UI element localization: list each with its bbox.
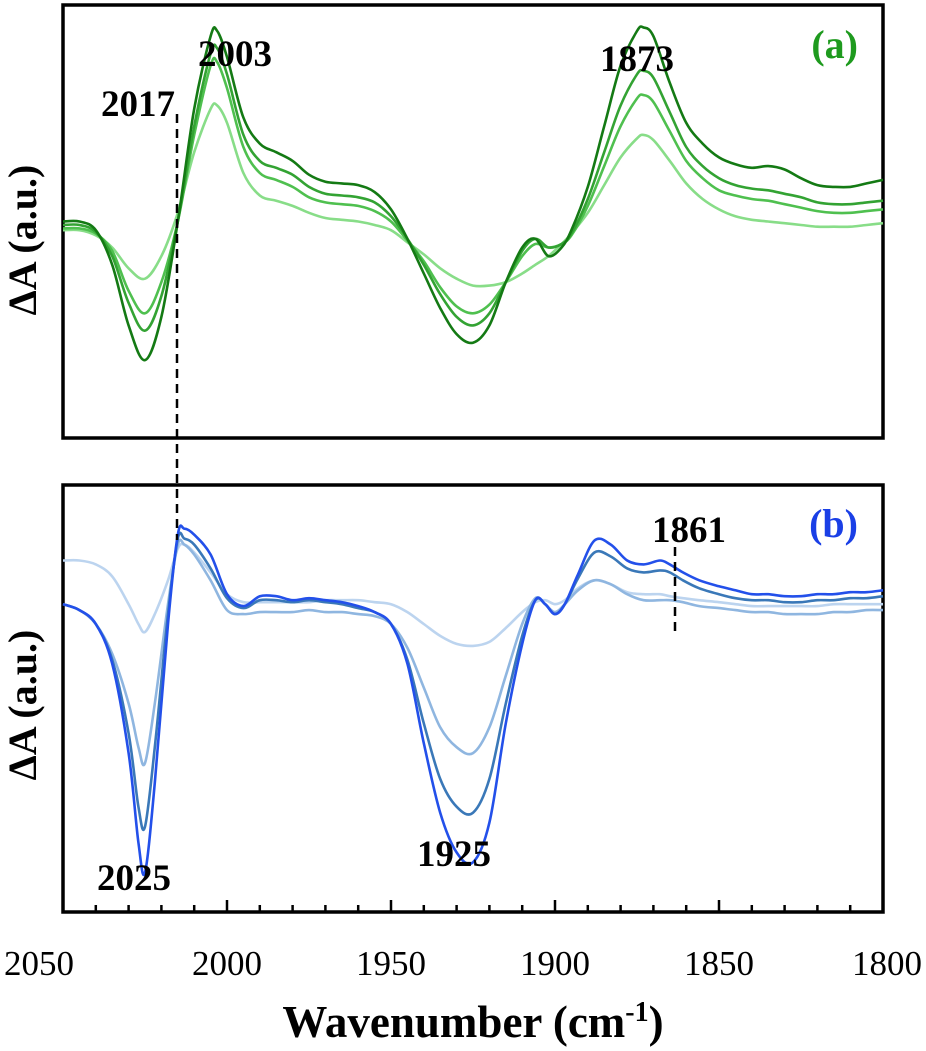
panel-b-series-3-line	[62, 538, 884, 767]
x-tick-label-1950: 1950	[356, 944, 426, 983]
panel-b-label: (b)	[809, 501, 858, 546]
x-axis-label-close: )	[649, 997, 664, 1047]
x-tick-label-1800: 1800	[852, 944, 922, 983]
annotation-2025: 2025	[97, 858, 171, 899]
x-axis-label: Wavenumber (cm-1)	[282, 997, 663, 1047]
annotation-2017: 2017	[101, 84, 175, 125]
panel-a-series-3-line	[62, 56, 884, 315]
x-tick-label-1850: 1850	[684, 944, 754, 983]
x-axis: 2050 2000 1950 1900 1850 1800	[4, 900, 922, 983]
panel-b-ylabel: ΔA (a.u.)	[0, 630, 45, 781]
panel-a-curves	[62, 25, 884, 362]
annotation-1861: 1861	[652, 510, 726, 551]
panel-a-series-4-line	[62, 102, 884, 288]
panel-a-series-2-line	[62, 43, 884, 332]
panel-b-series-2-line	[62, 531, 884, 832]
panel-b: ΔA (a.u.) (b) 2025 1925 1861	[0, 483, 885, 914]
annotation-1925: 1925	[417, 834, 491, 875]
panel-b-curves	[62, 524, 884, 876]
panel-a-series-1-line	[62, 25, 884, 362]
annotation-2003: 2003	[198, 34, 272, 75]
panel-a: ΔA (a.u.) (a) 2003 1873 2017	[0, 3, 885, 440]
x-tick-label-1900: 1900	[520, 944, 590, 983]
panel-a-ylabel: ΔA (a.u.)	[0, 165, 45, 316]
x-tick-label-2000: 2000	[192, 944, 262, 983]
annotation-1873: 1873	[600, 39, 674, 80]
panel-a-label: (a)	[811, 22, 858, 67]
panel-b-frame	[61, 483, 885, 914]
x-axis-label-superscript: -1	[625, 997, 648, 1028]
panel-b-series-1-line	[62, 524, 884, 876]
x-axis-label-main: Wavenumber (cm	[282, 997, 625, 1047]
x-tick-label-2050: 2050	[4, 944, 74, 983]
